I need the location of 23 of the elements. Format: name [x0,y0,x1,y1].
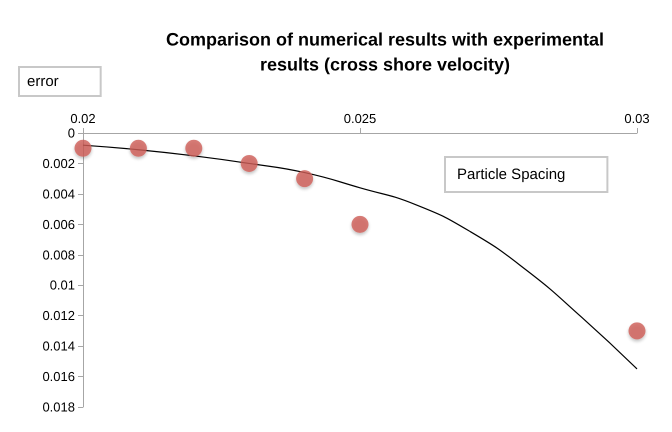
chart-title: Comparison of numerical results with experimental results (cross shore velocity) [166,30,604,74]
y-tick-label: 0.01 [50,278,75,293]
y-tick-label: 0.012 [42,308,75,324]
y-tick-label: 0.004 [42,186,75,202]
point [185,140,202,157]
y-tick-label: 0.002 [42,156,75,171]
y-tick-label: 0.018 [42,400,75,414]
y-tick-label: 0 [68,126,75,140]
y-axis-title: error [27,73,59,90]
point [296,170,314,188]
x-tick-label: 0.025 [344,111,376,126]
point [628,322,646,340]
y-tick-label: 0.006 [42,216,75,232]
point [240,154,258,172]
point [130,140,147,157]
point [74,140,92,157]
point [352,216,368,233]
y-tick-label: 0.014 [42,338,75,354]
y-tick-label: 0.008 [42,247,75,262]
x-axis-title: Particle Spacing [457,166,566,183]
x-tick-label: 0.02 [70,111,96,126]
y-tick-label: 0.016 [42,369,75,384]
x-tick-label: 0.03 [624,111,650,126]
